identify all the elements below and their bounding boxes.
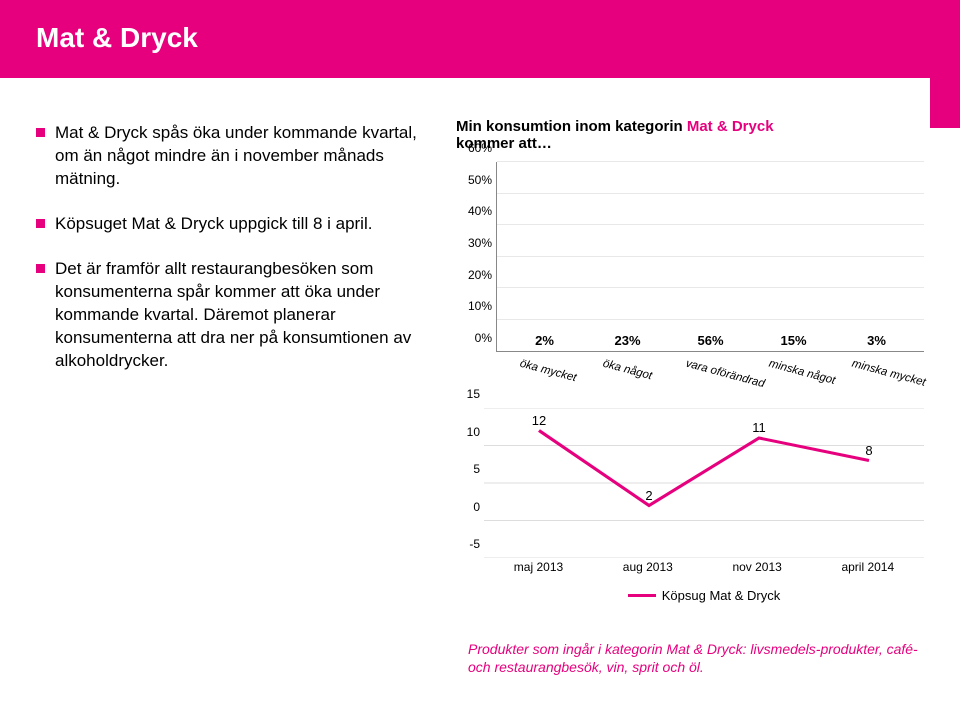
- charts-column: Min konsumtion inom kategorin Mat & Dryc…: [456, 118, 924, 603]
- legend-swatch: [628, 594, 656, 597]
- bar-column: 23%: [597, 333, 659, 351]
- line-chart: -5051015 122118: [456, 408, 924, 558]
- line-ytick: -5: [469, 537, 480, 551]
- bar-value-label: 15%: [780, 333, 806, 348]
- bullet-text: Det är framför allt restaurangbesöken so…: [55, 258, 436, 373]
- content-area: Mat & Dryck spås öka under kommande kvar…: [0, 78, 960, 613]
- accent-block: [930, 78, 960, 128]
- line-point-label: 2: [645, 488, 652, 503]
- gridline: [497, 256, 924, 257]
- bar-x-label: vara oförändrad: [671, 354, 744, 384]
- bullet-icon: [36, 264, 45, 273]
- line-y-axis: -5051015: [456, 408, 484, 558]
- gridline: [497, 319, 924, 320]
- line-x-labels: maj 2013 aug 2013 nov 2013 april 2014: [484, 560, 924, 574]
- line-point-label: 8: [865, 443, 872, 458]
- line-x-label: nov 2013: [732, 560, 781, 574]
- line-ytick: 5: [473, 462, 480, 476]
- bullet-item: Det är framför allt restaurangbesöken so…: [36, 258, 436, 373]
- bar-chart-title: Min konsumtion inom kategorin Mat & Dryc…: [456, 118, 924, 152]
- title-prefix: Min konsumtion inom kategorin: [456, 118, 687, 135]
- line-x-label: aug 2013: [623, 560, 673, 574]
- bullet-icon: [36, 128, 45, 137]
- bar-x-label: minska mycket: [837, 354, 910, 384]
- title-accent: Mat & Dryck: [687, 118, 774, 135]
- line-point-label: 12: [532, 413, 546, 428]
- line-ytick: 0: [473, 500, 480, 514]
- bar-value-label: 23%: [614, 333, 640, 348]
- line-legend: Köpsug Mat & Dryck: [484, 588, 924, 603]
- bar-ytick: 60%: [468, 141, 492, 155]
- bar-x-label: öka mycket: [504, 354, 577, 384]
- bar-chart: 0%10%20%30%40%50%60% 2%23%56%15%3%: [456, 162, 924, 352]
- bar-value-label: 2%: [535, 333, 554, 348]
- bar-ytick: 20%: [468, 268, 492, 282]
- bar-ytick: 10%: [468, 299, 492, 313]
- bar-plot-area: 2% 23% 56% 15% 3%: [496, 162, 924, 352]
- bar-column: 2%: [514, 333, 576, 351]
- header-bar: Mat & Dryck: [0, 0, 960, 78]
- line-point-label: 11: [752, 420, 766, 435]
- bullet-text: Mat & Dryck spås öka under kommande kvar…: [55, 122, 436, 191]
- page-title: Mat & Dryck: [36, 22, 924, 54]
- bullet-list: Mat & Dryck spås öka under kommande kvar…: [36, 118, 436, 603]
- legend-label: Köpsug Mat & Dryck: [662, 588, 781, 603]
- line-plot-area: 12 2 11 8: [484, 408, 924, 558]
- bar-ytick: 0%: [475, 331, 492, 345]
- line-x-label: april 2014: [841, 560, 894, 574]
- bullet-icon: [36, 219, 45, 228]
- bar-column: 56%: [680, 333, 742, 351]
- bar-y-axis: 0%10%20%30%40%50%60%: [456, 162, 496, 352]
- bar-value-label: 56%: [697, 333, 723, 348]
- bar-x-label: öka något: [588, 354, 661, 384]
- bar-value-label: 3%: [867, 333, 886, 348]
- bar-ytick: 40%: [468, 204, 492, 218]
- bar-column: 15%: [763, 333, 825, 351]
- line-x-label: maj 2013: [514, 560, 563, 574]
- bars-row: 2% 23% 56% 15% 3%: [497, 162, 924, 351]
- gridline: [497, 287, 924, 288]
- line-ytick: 10: [467, 425, 480, 439]
- gridline: [497, 193, 924, 194]
- gridline: [497, 224, 924, 225]
- gridline: [497, 161, 924, 162]
- bullet-item: Mat & Dryck spås öka under kommande kvar…: [36, 122, 436, 191]
- line-svg: [484, 408, 924, 558]
- bar-ytick: 30%: [468, 236, 492, 250]
- bar-x-labels: öka mycketöka någotvara oförändradminska…: [496, 352, 924, 366]
- bullet-text: Köpsuget Mat & Dryck uppgick till 8 i ap…: [55, 213, 372, 236]
- bar-column: 3%: [846, 333, 908, 351]
- footnote: Produkter som ingår i kategorin Mat & Dr…: [468, 640, 918, 676]
- bar-ytick: 50%: [468, 173, 492, 187]
- bullet-item: Köpsuget Mat & Dryck uppgick till 8 i ap…: [36, 213, 436, 236]
- line-ytick: 15: [467, 387, 480, 401]
